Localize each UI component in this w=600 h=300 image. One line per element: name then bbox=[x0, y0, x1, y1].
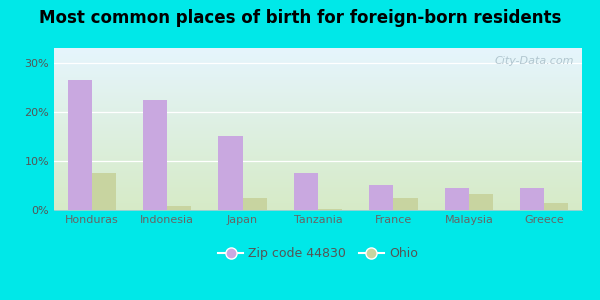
Bar bbox=[68, 80, 92, 210]
Bar bbox=[469, 194, 493, 210]
Bar bbox=[167, 206, 191, 210]
Text: Most common places of birth for foreign-born residents: Most common places of birth for foreign-… bbox=[39, 9, 561, 27]
Bar bbox=[218, 136, 242, 210]
Bar bbox=[92, 173, 116, 210]
Text: City-Data.com: City-Data.com bbox=[494, 56, 574, 66]
Legend: Zip code 44830, Ohio: Zip code 44830, Ohio bbox=[214, 242, 422, 265]
Bar bbox=[544, 202, 568, 210]
Bar bbox=[242, 198, 267, 210]
Bar bbox=[445, 188, 469, 210]
Bar bbox=[318, 209, 342, 210]
Bar bbox=[294, 173, 318, 210]
Bar bbox=[143, 100, 167, 210]
Bar bbox=[369, 185, 394, 210]
Bar bbox=[520, 188, 544, 210]
Bar bbox=[394, 198, 418, 210]
